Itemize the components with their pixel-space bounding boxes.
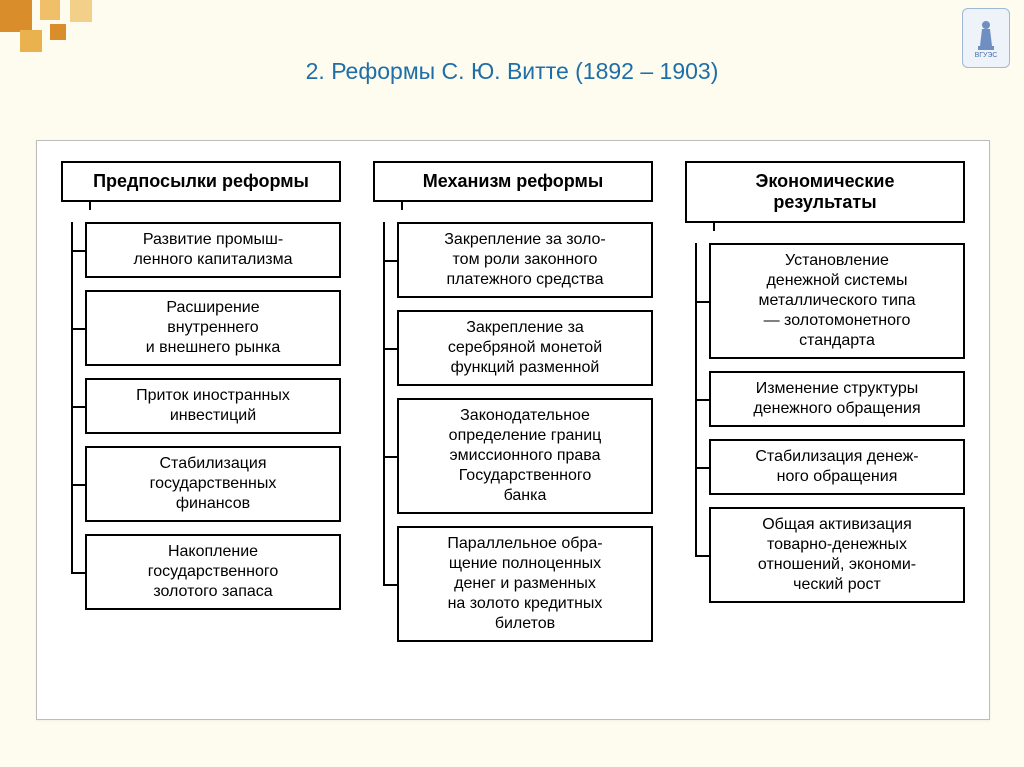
tree-item-box: Изменение структуры денежного обращения <box>709 371 965 427</box>
tree-item-box: Закрепление за золо- том роли законного … <box>397 222 653 298</box>
tree-connector <box>685 223 965 231</box>
column-header: Экономические результаты <box>685 161 965 223</box>
column-items: Закрепление за золо- том роли законного … <box>373 210 653 642</box>
slide-page: ВГУЭС 2. Реформы С. Ю. Витте (1892 – 190… <box>0 0 1024 767</box>
tree-item-row: Расширение внутреннего и внешнего рынка <box>61 290 341 366</box>
diagram-column: Механизм реформы Закрепление за золо- том… <box>373 161 653 642</box>
tree-branch <box>373 222 391 298</box>
slide-title: 2. Реформы С. Ю. Витте (1892 – 1903) <box>0 58 1024 85</box>
diagram-column: Экономические результаты Установление ден… <box>685 161 965 603</box>
tree-item-box: Общая активизация товарно-денежных отнош… <box>709 507 965 603</box>
tree-item-row: Стабилизация государственных финансов <box>61 446 341 522</box>
diagram-columns: Предпосылки реформы Развитие промыш- ленн… <box>37 141 989 719</box>
decor-square <box>0 0 32 32</box>
decor-square <box>50 24 66 40</box>
tree-item-row: Законодательное определение границ эмисс… <box>373 398 653 514</box>
tree-item-row: Стабилизация денеж- ного обращения <box>685 439 965 495</box>
diagram-frame: Предпосылки реформы Развитие промыш- ленн… <box>36 140 990 720</box>
tree-branch <box>685 371 703 427</box>
tree-branch <box>373 526 391 642</box>
tree-item-row: Общая активизация товарно-денежных отнош… <box>685 507 965 603</box>
tree-item-row: Приток иностранных инвестиций <box>61 378 341 434</box>
tree-item-row: Накопление государственного золотого зап… <box>61 534 341 610</box>
tree-branch <box>61 222 79 278</box>
column-items: Развитие промыш- ленного капитализма Расш… <box>61 210 341 610</box>
tree-branch <box>685 439 703 495</box>
tree-item-box: Приток иностранных инвестиций <box>85 378 341 434</box>
tree-branch <box>685 243 703 359</box>
tree-branch <box>373 310 391 386</box>
tree-branch <box>61 378 79 434</box>
tree-item-box: Накопление государственного золотого зап… <box>85 534 341 610</box>
tree-item-box: Развитие промыш- ленного капитализма <box>85 222 341 278</box>
tree-branch <box>61 446 79 522</box>
decor-square <box>70 0 92 22</box>
column-header: Предпосылки реформы <box>61 161 341 202</box>
tree-item-box: Закрепление за серебряной монетой функци… <box>397 310 653 386</box>
tree-branch <box>61 534 79 610</box>
tree-item-box: Стабилизация денеж- ного обращения <box>709 439 965 495</box>
column-items: Установление денежной системы металличес… <box>685 231 965 603</box>
tree-item-row: Закрепление за золо- том роли законного … <box>373 222 653 298</box>
column-header: Механизм реформы <box>373 161 653 202</box>
tree-item-row: Изменение структуры денежного обращения <box>685 371 965 427</box>
decor-square <box>40 0 60 20</box>
tree-branch <box>685 507 703 603</box>
tree-item-row: Закрепление за серебряной монетой функци… <box>373 310 653 386</box>
tree-connector <box>373 202 653 210</box>
statue-icon <box>972 18 1000 52</box>
decor-square <box>20 30 42 52</box>
tree-item-row: Установление денежной системы металличес… <box>685 243 965 359</box>
tree-connector <box>61 202 341 210</box>
tree-item-box: Стабилизация государственных финансов <box>85 446 341 522</box>
tree-item-box: Законодательное определение границ эмисс… <box>397 398 653 514</box>
tree-item-row: Развитие промыш- ленного капитализма <box>61 222 341 278</box>
tree-branch <box>373 398 391 514</box>
tree-branch <box>61 290 79 366</box>
tree-item-row: Параллельное обра- щение полноценных ден… <box>373 526 653 642</box>
tree-item-box: Установление денежной системы металличес… <box>709 243 965 359</box>
tree-item-box: Расширение внутреннего и внешнего рынка <box>85 290 341 366</box>
tree-item-box: Параллельное обра- щение полноценных ден… <box>397 526 653 642</box>
diagram-column: Предпосылки реформы Развитие промыш- ленн… <box>61 161 341 610</box>
